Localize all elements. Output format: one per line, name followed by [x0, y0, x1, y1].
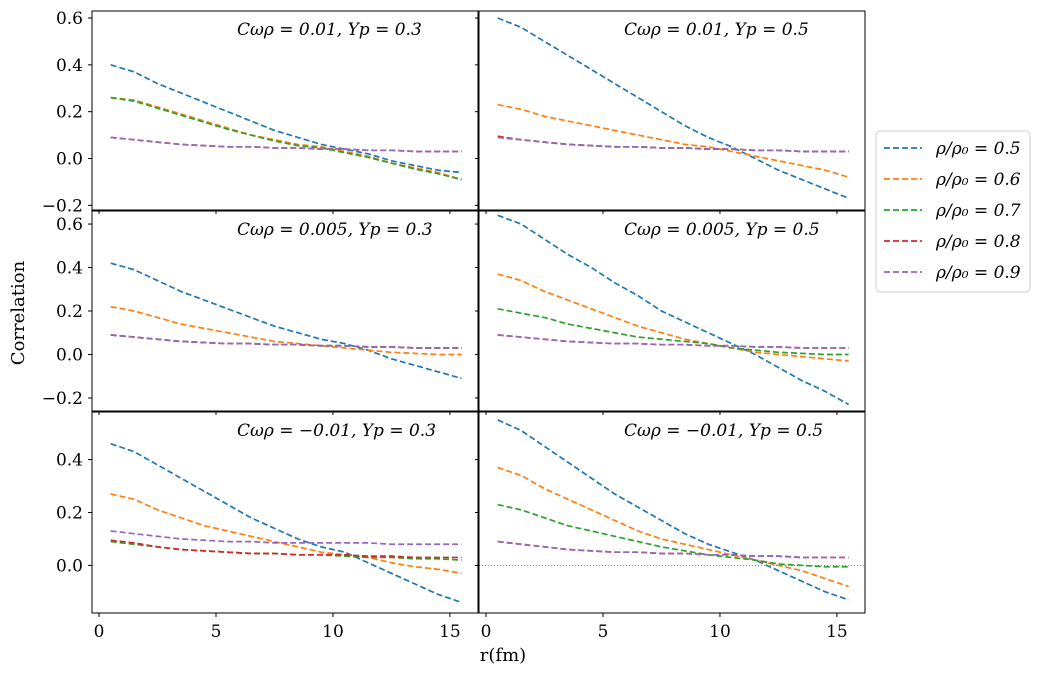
series-line-2 — [110, 493, 462, 575]
legend: ρ/ρ₀ = 0.5 ρ/ρ₀ = 0.6 ρ/ρ₀ = 0.7 ρ/ρ₀ = 0.8… — [875, 130, 1031, 293]
series-line-1 — [110, 64, 462, 174]
panel-annotation: Cωρ = −0.01, Yp = 0.5 — [624, 421, 823, 441]
x-axis-label: r(fm) — [480, 645, 526, 666]
legend-label-5: ρ/ρ₀ = 0.9 — [935, 263, 1021, 283]
y-tick-label: 0.6 — [56, 9, 83, 29]
x-tick-label: 5 — [211, 622, 222, 642]
series-line-4 — [110, 334, 462, 349]
series-line-3 — [497, 503, 849, 568]
x-tick-label: 0 — [481, 622, 492, 642]
y-tick-label: 0.2 — [56, 504, 83, 524]
panel-frame — [91, 411, 479, 614]
panel-annotation: Cωρ = 0.005, Yp = 0.3 — [237, 220, 433, 240]
legend-label-1: ρ/ρ₀ = 0.5 — [935, 139, 1021, 159]
series-line-1 — [497, 419, 849, 601]
x-tick-label: 0 — [94, 622, 105, 642]
panel-5: 0.0 0.2 0.4 0 5 10 15 Cωρ = −0.01, Yp = 0.3 — [56, 411, 479, 642]
panels-layer: −0.2 0.0 0.2 0.4 0.6 Cωρ = 0.01, Yp = 0.3 Cωρ … — [42, 9, 866, 642]
series-line-2 — [497, 103, 849, 179]
y-tick-label: −0.2 — [42, 389, 83, 409]
y-tick-label: −0.2 — [42, 196, 83, 216]
panel-2: Cωρ = 0.01, Yp = 0.5 — [475, 10, 866, 214]
series-line-4 — [110, 136, 462, 153]
panel-frame — [478, 210, 866, 412]
x-tick-label: 15 — [826, 622, 848, 642]
y-tick-label: 0.4 — [56, 259, 83, 279]
legend-label-4: ρ/ρ₀ = 0.8 — [935, 232, 1021, 252]
y-tick-label: 0.2 — [56, 103, 83, 123]
panel-frame — [91, 10, 479, 211]
panel-annotation: Cωρ = 0.005, Yp = 0.5 — [624, 220, 820, 240]
series-group — [110, 442, 462, 604]
series-line-5 — [110, 334, 462, 349]
panel-annotation: Cωρ = −0.01, Yp = 0.3 — [237, 421, 436, 441]
panel-1: −0.2 0.0 0.2 0.4 0.6 Cωρ = 0.01, Yp = 0.3 — [42, 9, 479, 216]
panel-frame — [91, 210, 479, 412]
y-tick-label: 0.0 — [56, 345, 83, 365]
panel-6: 0 5 10 15 Cωρ = −0.01, Yp = 0.5 — [475, 411, 866, 642]
legend-label-3: ρ/ρ₀ = 0.7 — [935, 201, 1021, 221]
series-line-2 — [497, 466, 849, 588]
y-tick-label: 0.4 — [56, 56, 83, 76]
legend-frame — [875, 130, 1031, 293]
y-tick-label: 0.0 — [56, 556, 83, 576]
panel-frame — [478, 10, 866, 211]
series-line-5 — [110, 136, 462, 153]
series-line-4 — [110, 539, 462, 559]
y-tick-label: 0.6 — [56, 215, 83, 235]
x-tick-label: 10 — [709, 622, 731, 642]
series-line-4 — [497, 135, 849, 153]
series-line-1 — [497, 214, 850, 406]
series-line-3 — [110, 334, 462, 349]
series-line-5 — [110, 530, 462, 546]
series-line-1 — [110, 262, 462, 380]
series-line-1 — [497, 17, 849, 200]
series-line-3 — [497, 307, 849, 356]
y-tick-label: 0.0 — [56, 149, 83, 169]
legend-label-2: ρ/ρ₀ = 0.6 — [935, 170, 1021, 190]
series-line-5 — [497, 334, 849, 349]
x-tick-label: 15 — [439, 622, 461, 642]
panel-annotation: Cωρ = 0.01, Yp = 0.5 — [624, 20, 809, 40]
panel-annotation: Cωρ = 0.01, Yp = 0.3 — [237, 20, 422, 40]
series-line-5 — [497, 540, 849, 559]
x-tick-label: 5 — [598, 622, 609, 642]
panel-4: Cωρ = 0.005, Yp = 0.5 — [475, 210, 866, 415]
series-line-5 — [497, 136, 849, 153]
series-group — [110, 262, 462, 380]
series-group — [110, 64, 462, 181]
series-line-1 — [110, 442, 462, 604]
series-group — [497, 419, 849, 601]
x-tick-label: 10 — [322, 622, 344, 642]
series-group — [497, 214, 850, 406]
series-line-3 — [110, 96, 462, 181]
series-line-4 — [497, 334, 849, 349]
panel-3: −0.2 0.0 0.2 0.4 0.6 Cωρ = 0.005, Yp = 0.3 — [42, 210, 479, 415]
y-tick-label: 0.2 — [56, 302, 83, 322]
y-tick-label: 0.4 — [56, 451, 83, 471]
series-group — [497, 17, 849, 200]
y-axis-label: Correlation — [8, 260, 29, 365]
series-line-3 — [497, 136, 849, 153]
